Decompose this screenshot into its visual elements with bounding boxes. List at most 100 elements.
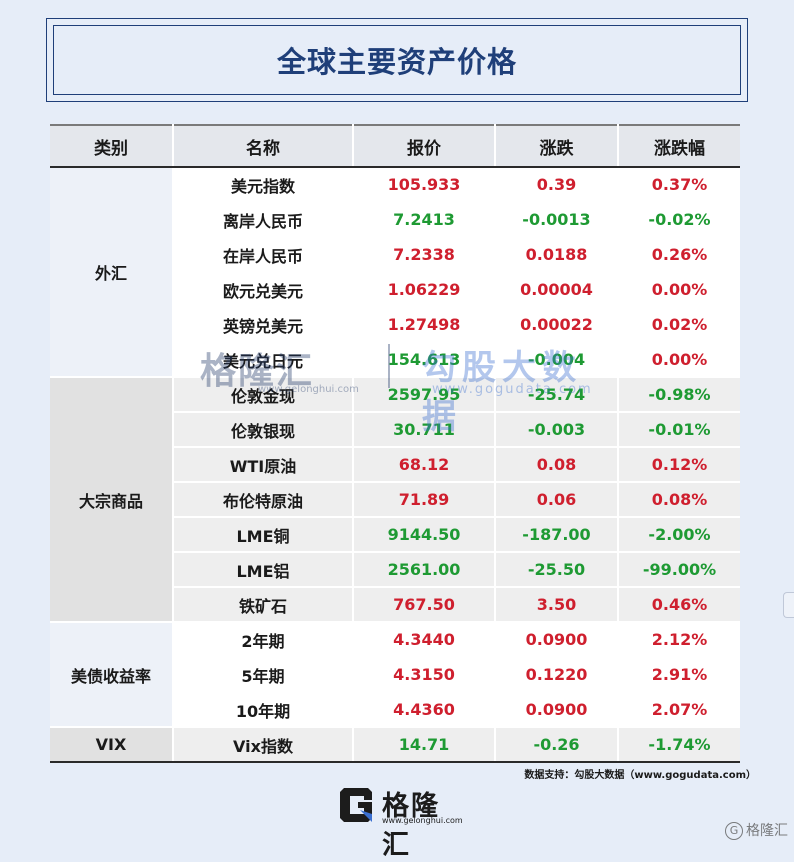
table-row: 在岸人民币 7.2338 0.0188 0.26%	[50, 237, 740, 273]
title-frame: 全球主要资产价格	[46, 18, 748, 102]
change-pct-cell: -2.00%	[618, 517, 740, 553]
corner-brand: 格隆汇	[746, 823, 788, 839]
change-cell: 0.39	[495, 167, 619, 203]
change-cell: -0.26	[495, 727, 619, 763]
price-cell: 767.50	[353, 587, 496, 623]
change-cell: 0.06	[495, 482, 619, 518]
header-name: 名称	[173, 124, 354, 168]
table-row: LME铝 2561.00 -25.50 -99.00%	[50, 552, 740, 588]
price-cell: 71.89	[353, 482, 496, 518]
change-pct-cell: -0.02%	[618, 202, 740, 238]
change-pct-cell: 0.26%	[618, 237, 740, 273]
change-pct-cell: -99.00%	[618, 552, 740, 588]
data-source-note: 数据支持：勾股大数据（www.gogudata.com）	[524, 770, 756, 781]
table-row: 布伦特原油 71.89 0.06 0.08%	[50, 482, 740, 518]
asset-name-cell: Vix指数	[173, 727, 354, 763]
header-price: 报价	[353, 124, 496, 168]
table-body: 外汇 美元指数 105.933 0.39 0.37% 离岸人民币 7.2413 -0.0013…	[50, 167, 740, 763]
page-title: 全球主要资产价格	[276, 45, 517, 79]
table-row: 大宗商品 伦敦金现 2597.95 -25.74 -0.98%	[50, 377, 740, 623]
corner-logo-icon: G	[725, 822, 743, 840]
table-row: 英镑兑美元 1.27498 0.00022 0.02%	[50, 307, 740, 343]
table-row: 10年期 4.4360 0.0900 2.07%	[50, 692, 740, 728]
side-edge-tab[interactable]	[783, 592, 794, 618]
price-cell: 105.933	[353, 167, 496, 203]
change-pct-cell: 0.00%	[618, 342, 740, 378]
change-cell: 0.0188	[495, 237, 619, 273]
gelonghui-logo-icon	[340, 788, 372, 822]
change-pct-cell: 0.37%	[618, 167, 740, 203]
header-category: 类别	[50, 124, 174, 168]
price-cell: 14.71	[353, 727, 496, 763]
asset-name-cell: 布伦特原油	[173, 482, 354, 518]
price-cell: 1.27498	[353, 307, 496, 343]
table-header-row: 类别 名称 报价 涨跌 涨跌幅	[50, 124, 740, 168]
asset-name-cell: 10年期	[173, 692, 354, 728]
change-cell: -0.0013	[495, 202, 619, 238]
change-pct-cell: 0.12%	[618, 447, 740, 483]
price-cell: 9144.50	[353, 517, 496, 553]
category-cell: 美债收益率	[50, 622, 174, 728]
price-cell: 7.2413	[353, 202, 496, 238]
corner-watermark: G 格隆汇	[725, 820, 788, 840]
header-change-pct: 涨跌幅	[618, 124, 740, 168]
change-cell: 0.0900	[495, 692, 619, 728]
asset-name-cell: 英镑兑美元	[173, 307, 354, 343]
category-cell: VIX	[50, 727, 174, 763]
price-cell: 68.12	[353, 447, 496, 483]
change-pct-cell: 2.12%	[618, 622, 740, 658]
change-pct-cell: 0.08%	[618, 482, 740, 518]
change-pct-cell: -0.98%	[618, 377, 740, 413]
asset-name-cell: 欧元兑美元	[173, 272, 354, 308]
change-pct-cell: -1.74%	[618, 727, 740, 763]
asset-name-cell: LME铝	[173, 552, 354, 588]
asset-name-cell: 铁矿石	[173, 587, 354, 623]
header-change: 涨跌	[495, 124, 619, 168]
table-row: VIX Vix指数 14.71 -0.26 -1.74%	[50, 727, 740, 763]
price-cell: 7.2338	[353, 237, 496, 273]
asset-name-cell: 在岸人民币	[173, 237, 354, 273]
asset-name-cell: 离岸人民币	[173, 202, 354, 238]
asset-name-cell: 伦敦银现	[173, 412, 354, 448]
change-cell: 0.00004	[495, 272, 619, 308]
change-pct-cell: 0.46%	[618, 587, 740, 623]
change-pct-cell: 0.00%	[618, 272, 740, 308]
footer-url: www.gelonghui.com	[382, 816, 463, 825]
title-inner-frame: 全球主要资产价格	[53, 25, 741, 95]
asset-name-cell: 伦敦金现	[173, 377, 354, 413]
change-cell: 0.0900	[495, 622, 619, 658]
price-cell: 154.613	[353, 342, 496, 378]
table-row: 美债收益率 2年期 4.3440 0.0900 2.12%	[50, 622, 740, 728]
price-cell: 4.3440	[353, 622, 496, 658]
change-cell: 0.1220	[495, 657, 619, 693]
price-cell: 2561.00	[353, 552, 496, 588]
asset-name-cell: 2年期	[173, 622, 354, 658]
table-row: WTI原油 68.12 0.08 0.12%	[50, 447, 740, 483]
price-cell: 4.3150	[353, 657, 496, 693]
change-cell: -0.003	[495, 412, 619, 448]
change-pct-cell: 2.07%	[618, 692, 740, 728]
asset-name-cell: LME铜	[173, 517, 354, 553]
table-row: 离岸人民币 7.2413 -0.0013 -0.02%	[50, 202, 740, 238]
asset-name-cell: WTI原油	[173, 447, 354, 483]
category-cell: 外汇	[50, 167, 174, 378]
change-pct-cell: 2.91%	[618, 657, 740, 693]
footer-logo: 格隆汇 www.gelonghui.com	[338, 782, 468, 861]
price-cell: 4.4360	[353, 692, 496, 728]
price-cell: 1.06229	[353, 272, 496, 308]
change-cell: 0.00022	[495, 307, 619, 343]
table-row: LME铜 9144.50 -187.00 -2.00%	[50, 517, 740, 553]
asset-name-cell: 美元兑日元	[173, 342, 354, 378]
change-cell: -0.004	[495, 342, 619, 378]
price-cell: 2597.95	[353, 377, 496, 413]
table-row: 欧元兑美元 1.06229 0.00004 0.00%	[50, 272, 740, 308]
table-row: 伦敦银现 30.711 -0.003 -0.01%	[50, 412, 740, 448]
change-cell: 0.08	[495, 447, 619, 483]
category-cell: 大宗商品	[50, 377, 174, 623]
change-cell: -25.74	[495, 377, 619, 413]
change-pct-cell: -0.01%	[618, 412, 740, 448]
asset-name-cell: 5年期	[173, 657, 354, 693]
table-row: 外汇 美元指数 105.933 0.39 0.37%	[50, 167, 740, 378]
change-cell: -25.50	[495, 552, 619, 588]
asset-price-table: 类别 名称 报价 涨跌 涨跌幅 外汇 美元指数 105.933 0.39 0.37% 离岸…	[50, 124, 740, 763]
